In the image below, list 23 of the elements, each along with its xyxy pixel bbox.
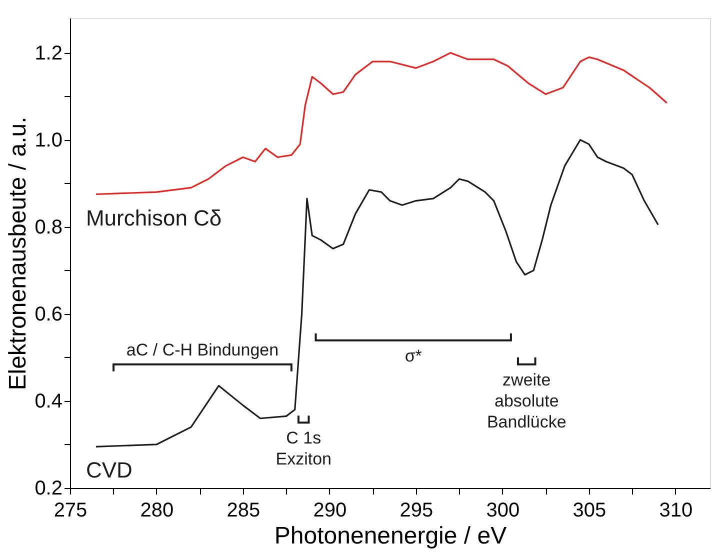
- y-axis-title: Elektronenausbeute / a.u.: [4, 116, 32, 390]
- y-tick-label: 0.4: [34, 390, 62, 412]
- x-tick-label: 295: [400, 500, 434, 522]
- y-tick-label: 0.8: [34, 216, 62, 238]
- series-label: Murchison Cδ: [86, 205, 222, 230]
- series-label: CVD: [86, 458, 132, 483]
- line-series: [95, 52, 668, 196]
- x-tick-label: 280: [140, 500, 174, 522]
- x-tick-label: 305: [572, 500, 606, 522]
- y-tick-label: 1.0: [34, 129, 62, 152]
- annotation: aC / C-H Bindungen: [126, 340, 279, 360]
- x-tick-label: 310: [659, 500, 693, 522]
- annotation: zweite absolute Bandlücke: [486, 370, 566, 432]
- x-axis-title: Photonenenergie / eV: [274, 522, 507, 550]
- x-tick-label: 285: [226, 500, 260, 522]
- x-tick-label: 290: [313, 500, 347, 522]
- y-tick-label: 1.2: [34, 42, 62, 64]
- y-tick-label: 0.2: [34, 478, 62, 500]
- x-tick-label: 275: [54, 500, 88, 522]
- y-tick-label: 0.6: [34, 303, 62, 326]
- annotation: σ*: [404, 346, 422, 366]
- annotation: C 1s Exziton: [276, 428, 332, 469]
- x-tick-label: 300: [486, 500, 520, 522]
